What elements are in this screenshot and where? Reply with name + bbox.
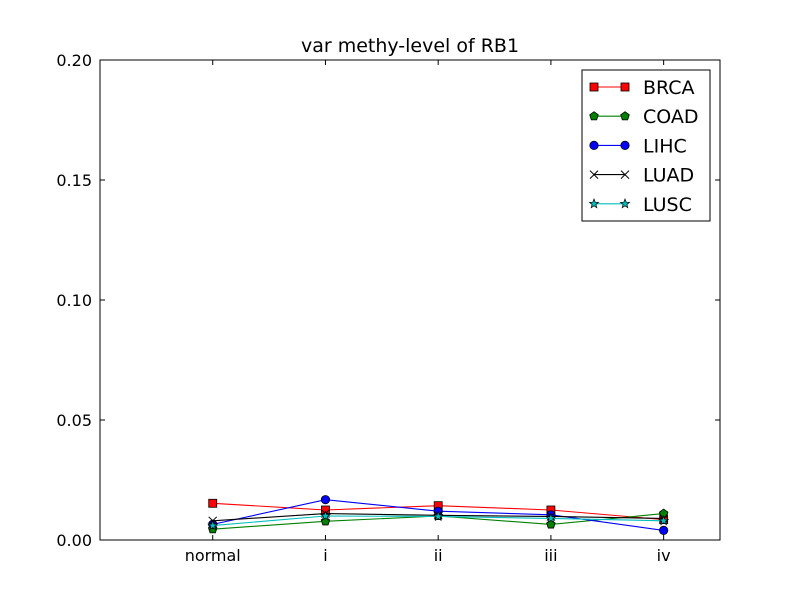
circle-marker <box>620 140 630 150</box>
y-tick-label: 0.05 <box>56 411 92 430</box>
star-marker <box>545 512 557 524</box>
legend-label-lusc: LUSC <box>643 194 692 216</box>
legend-label-luad: LUAD <box>643 165 694 187</box>
y-tick-label: 0.15 <box>56 171 92 190</box>
star-marker <box>432 510 444 522</box>
circle-marker <box>320 495 331 505</box>
x-marker-stroke <box>589 170 599 179</box>
y-tick-label: 0.10 <box>56 291 92 310</box>
star-marker <box>319 510 331 521</box>
square-marker <box>208 498 218 508</box>
chart-title: var methy-level of RB1 <box>301 35 519 57</box>
legend-label-brca: BRCA <box>643 77 695 99</box>
y-tick-label: 0.20 <box>56 51 92 70</box>
x-tick-label: normal <box>185 546 241 565</box>
x-tick-label: iv <box>657 546 671 565</box>
legend: BRCA COAD LIHC LUAD LUSC <box>581 69 711 222</box>
x-tick-label: i <box>323 546 327 565</box>
square-marker <box>589 82 599 92</box>
circle-marker <box>589 140 599 150</box>
y-tick-label: 0.00 <box>56 531 92 550</box>
star-marker <box>658 514 670 526</box>
star-marker <box>588 197 600 209</box>
x-tick-label: ii <box>434 546 443 565</box>
legend-label-lihc: LIHC <box>643 135 687 157</box>
x-marker <box>589 170 599 179</box>
x-marker-stroke <box>620 170 630 179</box>
pentagon-marker <box>589 111 599 121</box>
legend-label-coad: COAD <box>643 106 699 128</box>
x-tick-label: iii <box>544 546 557 565</box>
x-marker <box>620 170 630 179</box>
star-marker <box>619 197 631 209</box>
circle-marker <box>659 525 669 536</box>
square-marker <box>620 82 630 92</box>
star-marker <box>207 519 219 531</box>
pentagon-marker <box>620 111 630 121</box>
